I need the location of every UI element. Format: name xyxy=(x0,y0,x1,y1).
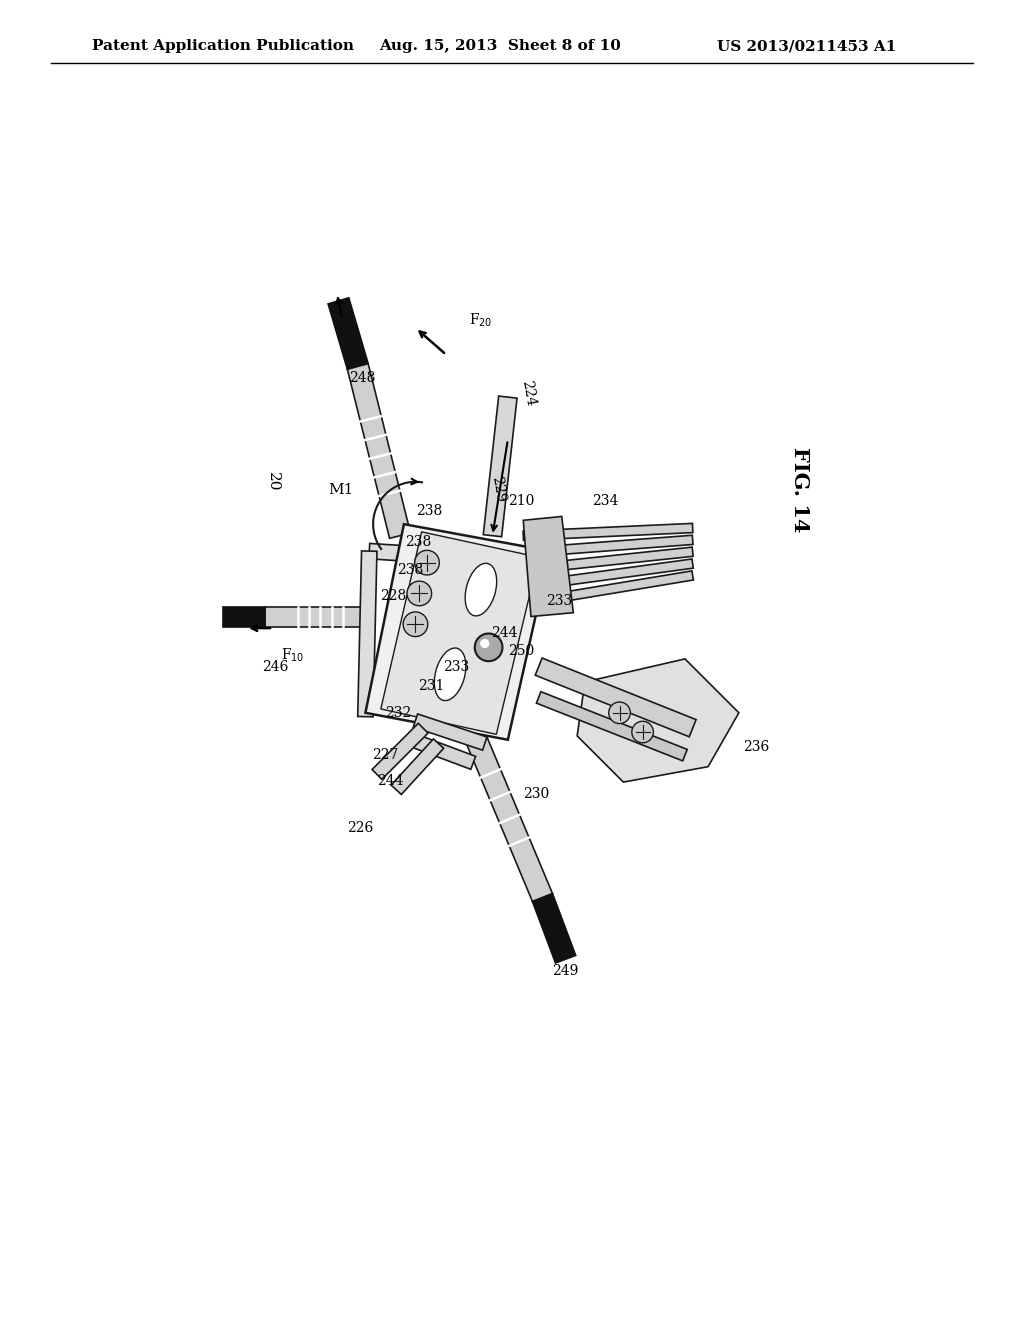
Text: US 2013/0211453 A1: US 2013/0211453 A1 xyxy=(717,40,896,53)
Circle shape xyxy=(480,639,489,648)
Text: 248: 248 xyxy=(349,371,376,385)
Polygon shape xyxy=(523,546,693,574)
Text: 238: 238 xyxy=(416,504,442,517)
Text: 238: 238 xyxy=(397,564,423,577)
Text: 227: 227 xyxy=(372,748,398,762)
Polygon shape xyxy=(463,727,553,902)
Text: 229: 229 xyxy=(488,475,507,504)
Polygon shape xyxy=(522,558,693,591)
Text: 238: 238 xyxy=(404,535,431,549)
Text: 232: 232 xyxy=(385,706,412,719)
Text: 224: 224 xyxy=(519,379,538,408)
Circle shape xyxy=(403,612,428,636)
Ellipse shape xyxy=(434,648,466,701)
Polygon shape xyxy=(523,535,693,557)
Polygon shape xyxy=(536,659,696,737)
Polygon shape xyxy=(372,723,428,779)
Text: 236: 236 xyxy=(742,741,769,755)
Polygon shape xyxy=(522,570,693,609)
Polygon shape xyxy=(223,607,265,627)
Circle shape xyxy=(475,634,503,661)
Polygon shape xyxy=(410,734,475,770)
Polygon shape xyxy=(523,524,693,540)
Circle shape xyxy=(632,721,653,743)
Polygon shape xyxy=(578,659,739,781)
Text: F$_{20}$: F$_{20}$ xyxy=(469,312,493,329)
Ellipse shape xyxy=(465,564,497,616)
Text: Aug. 15, 2013  Sheet 8 of 10: Aug. 15, 2013 Sheet 8 of 10 xyxy=(379,40,621,53)
Text: F$_{10}$: F$_{10}$ xyxy=(281,647,304,664)
Text: 233: 233 xyxy=(443,660,469,673)
Polygon shape xyxy=(369,544,547,570)
Polygon shape xyxy=(532,894,575,964)
Circle shape xyxy=(415,550,439,576)
Text: 250: 250 xyxy=(508,644,535,659)
Polygon shape xyxy=(347,364,411,539)
Text: 244: 244 xyxy=(378,774,403,788)
Text: M1: M1 xyxy=(329,483,354,496)
Text: 244: 244 xyxy=(490,627,517,640)
Text: 233: 233 xyxy=(547,594,572,609)
Polygon shape xyxy=(488,556,546,737)
Polygon shape xyxy=(537,692,687,760)
Text: 234: 234 xyxy=(593,494,618,508)
Text: Patent Application Publication: Patent Application Publication xyxy=(92,40,354,53)
Polygon shape xyxy=(328,298,368,370)
Text: 246: 246 xyxy=(262,660,289,673)
Text: FIG. 14: FIG. 14 xyxy=(791,446,810,532)
Polygon shape xyxy=(523,516,573,616)
Polygon shape xyxy=(391,739,443,795)
Text: 231: 231 xyxy=(419,678,444,693)
Circle shape xyxy=(608,702,631,723)
Text: 210: 210 xyxy=(508,494,535,508)
Polygon shape xyxy=(414,714,487,750)
Polygon shape xyxy=(376,690,494,729)
Circle shape xyxy=(407,581,432,606)
Text: 20: 20 xyxy=(266,473,280,491)
Text: 228: 228 xyxy=(380,589,407,603)
Text: 226: 226 xyxy=(347,821,373,836)
Polygon shape xyxy=(265,607,370,627)
Text: 230: 230 xyxy=(523,787,550,801)
Polygon shape xyxy=(357,550,377,717)
Text: 249: 249 xyxy=(552,964,579,978)
Polygon shape xyxy=(366,524,550,739)
Polygon shape xyxy=(483,396,517,537)
Polygon shape xyxy=(381,532,539,734)
